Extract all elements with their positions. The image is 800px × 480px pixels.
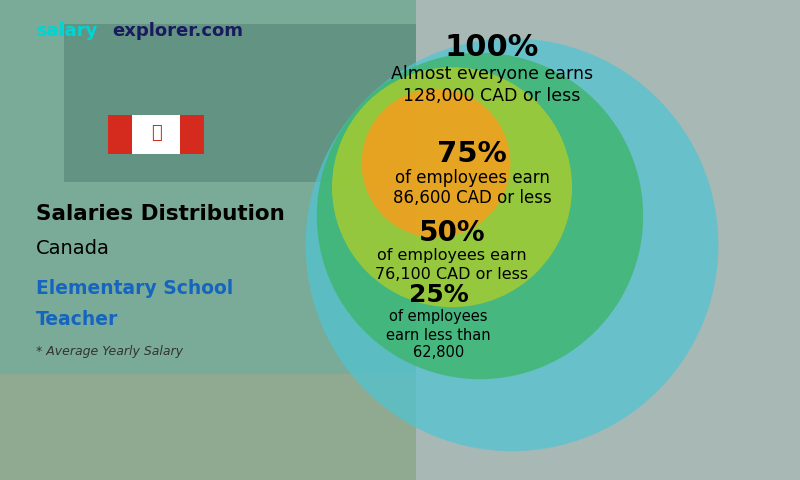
Text: 25%: 25%: [409, 283, 468, 307]
Text: 100%: 100%: [445, 34, 539, 62]
Text: Salaries Distribution: Salaries Distribution: [36, 204, 285, 224]
Text: 50%: 50%: [418, 219, 486, 247]
Text: Teacher: Teacher: [36, 310, 118, 329]
Bar: [0, 374, 416, 480]
Text: of employees: of employees: [389, 309, 488, 324]
Text: 🍁: 🍁: [150, 124, 162, 143]
Bar: [108, 115, 204, 154]
Text: Almost everyone earns: Almost everyone earns: [391, 65, 593, 84]
Text: * Average Yearly Salary: * Average Yearly Salary: [36, 345, 183, 359]
Bar: [416, 0, 800, 480]
Text: 76,100 CAD or less: 76,100 CAD or less: [375, 267, 529, 282]
Ellipse shape: [317, 53, 643, 379]
Text: 75%: 75%: [437, 140, 507, 168]
Text: explorer.com: explorer.com: [112, 22, 243, 40]
Text: Elementary School: Elementary School: [36, 278, 234, 298]
Bar: [64, 24, 416, 182]
Ellipse shape: [306, 38, 718, 451]
Text: of employees earn: of employees earn: [394, 168, 550, 187]
Text: earn less than: earn less than: [386, 327, 490, 343]
Ellipse shape: [362, 89, 510, 238]
Text: 128,000 CAD or less: 128,000 CAD or less: [403, 87, 581, 105]
Text: salary: salary: [36, 22, 98, 40]
Bar: [180, 115, 204, 154]
Text: of employees earn: of employees earn: [377, 248, 527, 263]
Text: 62,800: 62,800: [413, 345, 464, 360]
Bar: [108, 115, 132, 154]
Text: Canada: Canada: [36, 239, 110, 258]
Text: 86,600 CAD or less: 86,600 CAD or less: [393, 189, 551, 207]
Ellipse shape: [332, 67, 572, 307]
Bar: [0, 0, 416, 480]
